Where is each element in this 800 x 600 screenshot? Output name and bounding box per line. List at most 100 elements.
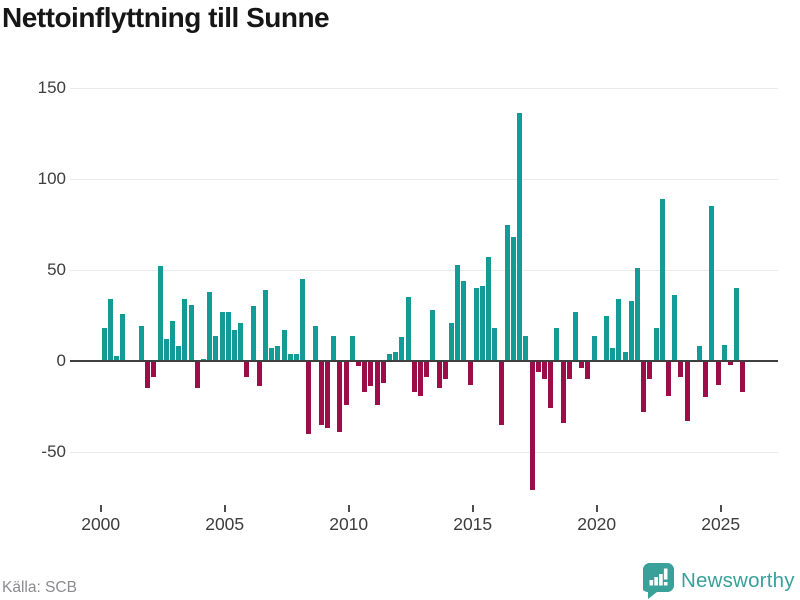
bar <box>319 361 324 425</box>
bar <box>486 257 491 361</box>
bar <box>685 361 690 422</box>
bar <box>151 361 156 378</box>
zero-axis-line <box>70 360 778 362</box>
bar <box>554 328 559 361</box>
bar <box>412 361 417 392</box>
bar <box>678 361 683 378</box>
bar <box>418 361 423 396</box>
bar <box>666 361 671 396</box>
gridline <box>70 179 778 180</box>
bar <box>164 339 169 361</box>
bar <box>604 315 609 361</box>
bar <box>561 361 566 423</box>
bar <box>647 361 652 380</box>
source-label: Källa: SCB <box>2 579 77 596</box>
bar <box>145 361 150 389</box>
x-axis-tick-label: 2000 <box>81 514 121 534</box>
bar <box>610 348 615 361</box>
chart-title: Nettoinflyttning till Sunne <box>2 2 330 33</box>
bar <box>108 299 113 361</box>
bar <box>368 361 373 387</box>
bar <box>139 326 144 361</box>
y-axis-tick-label: 50 <box>47 260 66 279</box>
bar <box>226 311 231 361</box>
bar <box>734 288 739 361</box>
gridline <box>70 88 778 89</box>
bar <box>195 361 200 389</box>
bar <box>455 264 460 361</box>
bar <box>244 361 249 378</box>
bar <box>468 361 473 385</box>
bar <box>120 313 125 361</box>
bar <box>182 299 187 361</box>
bar <box>288 353 293 361</box>
bar <box>362 361 367 392</box>
x-axis-tick <box>347 505 350 512</box>
bar <box>313 326 318 361</box>
bar <box>567 361 572 380</box>
bar <box>548 361 553 409</box>
bar <box>616 299 621 361</box>
bar <box>654 328 659 361</box>
bar <box>356 361 361 367</box>
brand-logo: Newsworthy <box>643 563 795 599</box>
bar <box>350 335 355 361</box>
bar <box>740 361 745 392</box>
gridline <box>70 452 778 453</box>
bar <box>275 346 280 361</box>
bar <box>579 361 584 369</box>
bar <box>672 295 677 361</box>
bar <box>306 361 311 434</box>
bar <box>536 361 541 372</box>
newsworthy-icon <box>643 563 674 599</box>
y-axis-tick-label: -50 <box>41 442 66 461</box>
bar <box>709 206 714 361</box>
y-axis-tick-label: 100 <box>37 169 66 188</box>
x-axis-tick-label: 2020 <box>577 514 617 534</box>
bar <box>697 346 702 361</box>
bar <box>523 335 528 361</box>
x-axis-tick <box>719 505 722 512</box>
bar <box>251 306 256 361</box>
bar <box>114 355 119 361</box>
bar <box>474 288 479 361</box>
bar <box>269 348 274 361</box>
bar <box>170 320 175 361</box>
x-axis-tick-label: 2010 <box>329 514 369 534</box>
bar <box>573 311 578 361</box>
bar <box>728 361 733 365</box>
bar <box>641 361 646 412</box>
bar <box>517 113 522 361</box>
bar <box>542 361 547 380</box>
bar <box>220 311 225 361</box>
bar <box>660 199 665 361</box>
x-axis-tick <box>223 505 226 512</box>
bar <box>437 361 442 389</box>
bar <box>443 361 448 380</box>
bar <box>325 361 330 429</box>
bar <box>430 310 435 361</box>
bar <box>213 335 218 361</box>
bar <box>207 291 212 361</box>
bar <box>176 346 181 361</box>
bar <box>282 330 287 361</box>
bar <box>294 353 299 361</box>
x-axis-tick-label: 2015 <box>453 514 493 534</box>
bar <box>492 328 497 361</box>
bar <box>393 351 398 361</box>
bar <box>344 361 349 405</box>
y-axis-tick-label: 0 <box>56 351 66 370</box>
gridline <box>70 270 778 271</box>
bar <box>381 361 386 383</box>
bar <box>530 361 535 491</box>
bar <box>635 268 640 361</box>
bar <box>499 361 504 425</box>
bar <box>263 290 268 361</box>
x-axis-tick-label: 2005 <box>205 514 245 534</box>
bar <box>505 224 510 361</box>
bar <box>722 344 727 361</box>
bar <box>585 361 590 380</box>
x-axis-tick <box>471 505 474 512</box>
bar <box>238 322 243 361</box>
